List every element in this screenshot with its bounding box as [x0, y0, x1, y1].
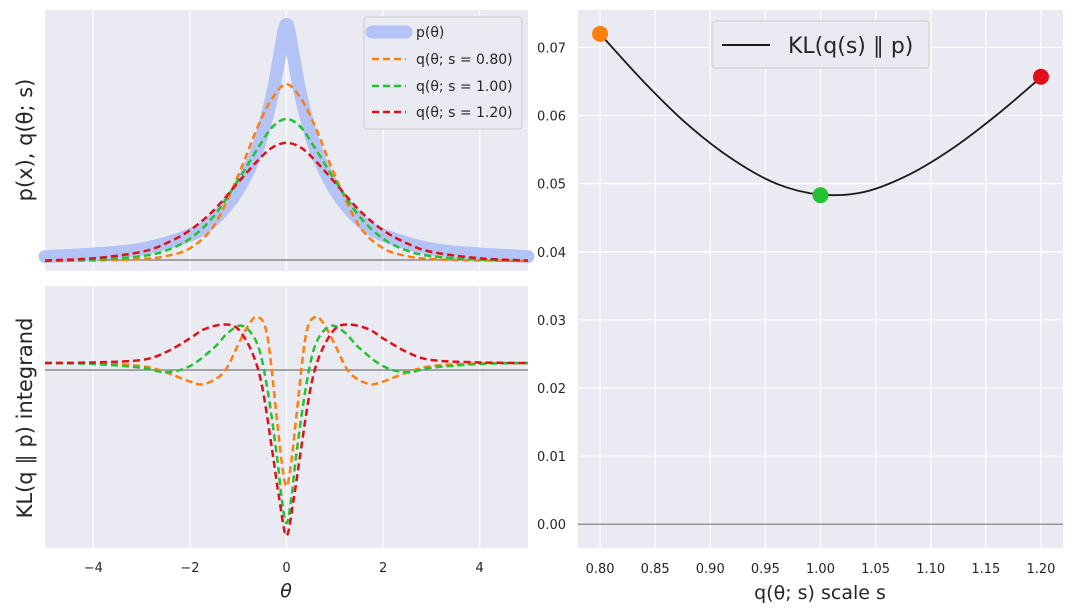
kl-marker-2 [1032, 68, 1049, 85]
y-tick-label: 0.05 [537, 178, 566, 193]
top-left-legend: p(θ) q(θ; s = 0.80) q(θ; s = 1.00) q(θ; … [363, 16, 523, 130]
right-x-axis-label: q(θ; s) scale s [754, 582, 886, 604]
x-tick-label: 0.90 [696, 562, 725, 577]
top-series-line-0 [38, 17, 535, 264]
x-tick-label: −4 [84, 561, 103, 576]
y-tick-label: 0.07 [537, 41, 566, 56]
x-tick-label: 0 [282, 561, 290, 576]
top-series-line-3 [44, 141, 529, 262]
kl-marker-0 [592, 25, 609, 42]
legend-label-p: p(θ) [416, 25, 444, 41]
x-tick-label: −2 [180, 561, 199, 576]
y-tick-label: 0.04 [537, 246, 566, 261]
legend-label-q080: q(θ; s = 0.80) [416, 52, 513, 68]
y-tick-label: 0.01 [537, 450, 566, 465]
legend-label-kl: KL(q(s) ∥ p) [788, 34, 913, 59]
legend-label-q120: q(θ; s = 1.20) [416, 105, 513, 121]
top-left-y-axis-label: p(x), q(θ; s) [13, 79, 37, 202]
kl-marker-1 [812, 187, 829, 204]
x-tick-label: 1.00 [806, 562, 835, 577]
series-layer [38, 17, 1049, 537]
y-tick-label: 0.02 [537, 382, 566, 397]
bottom-series-line-1 [44, 324, 529, 525]
x-tick-label: 1.10 [916, 562, 945, 577]
x-tick-label: 0.85 [641, 562, 670, 577]
x-tick-label: 1.20 [1026, 562, 1055, 577]
bottom-series-line-2 [44, 323, 529, 537]
right-legend: KL(q(s) ∥ p) [711, 20, 930, 69]
x-tick-label: 0.95 [751, 562, 780, 577]
bottom-left-x-axis-label: θ [280, 580, 292, 602]
y-tick-label: 0.06 [537, 110, 566, 125]
bottom-left-y-axis-label: KL(q ∥ p) integrand [13, 318, 37, 519]
x-tick-label: 4 [476, 561, 484, 576]
x-tick-label: 2 [379, 561, 387, 576]
y-tick-label: 0.00 [537, 518, 566, 533]
bottom-series-line-0 [44, 315, 529, 488]
legend-label-q100: q(θ; s = 1.00) [416, 79, 513, 95]
x-tick-label: 1.15 [971, 562, 1000, 577]
y-tick-label: 0.03 [537, 314, 566, 329]
top-series-line-2 [44, 117, 529, 262]
x-tick-label: 0.80 [586, 562, 615, 577]
x-tick-label: 1.05 [861, 562, 890, 577]
ticks-layer: −4 −2 0 2 4 0.80 0.85 0.90 0.95 1.00 1.05 1.10 1.15 1… [84, 41, 1056, 577]
